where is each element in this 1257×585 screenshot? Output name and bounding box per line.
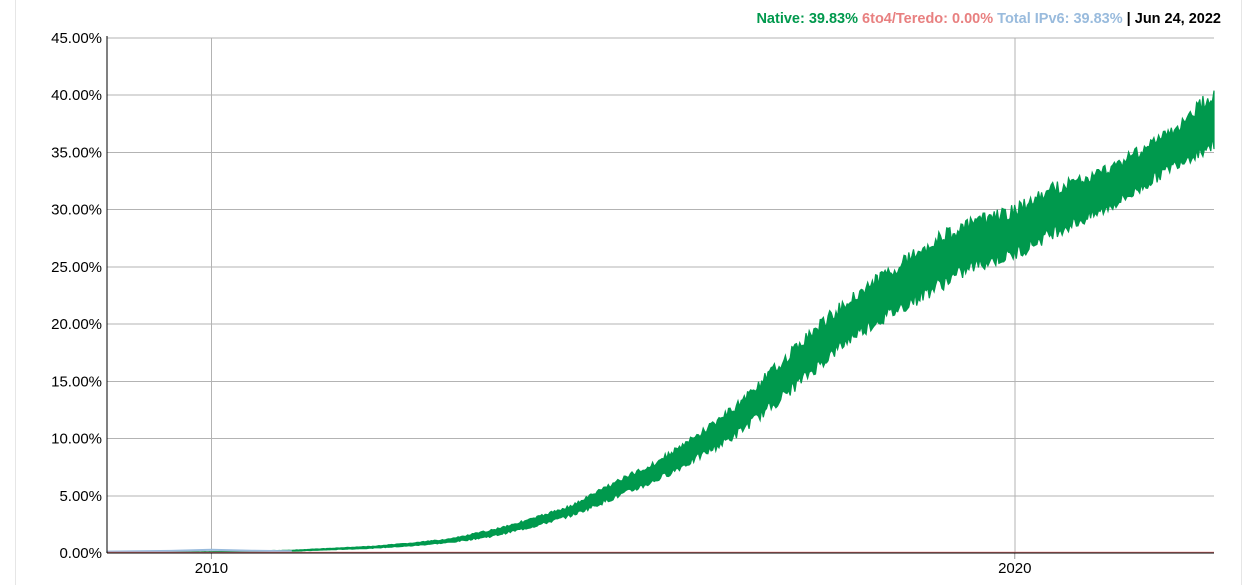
y-tick-label: 40.00% xyxy=(51,87,102,104)
y-tick-label: 25.00% xyxy=(51,259,102,276)
y-tick-label: 20.00% xyxy=(51,316,102,333)
x-tick-label: 2020 xyxy=(998,560,1031,577)
chart-frame xyxy=(15,0,1242,585)
series-layer xyxy=(106,90,1215,554)
y-tick-label: 5.00% xyxy=(59,488,102,505)
legend-total-ipv6: Total IPv6: 39.83% xyxy=(997,11,1123,27)
axis-layer: 0.00% 5.00% 10.00% 15.00% 20.00% 25.00% 30.00%… xyxy=(51,30,1214,577)
y-tick-label: 35.00% xyxy=(51,144,102,161)
series-total-ipv6 xyxy=(106,548,292,553)
legend-teredo: 6to4/Teredo: 0.00% xyxy=(862,11,994,27)
chart-legend: Native: 39.83% 6to4/Teredo: 0.00% Total … xyxy=(756,11,1221,27)
y-tick-label: 0.00% xyxy=(59,545,102,562)
legend-native: Native: 39.83% xyxy=(756,11,859,27)
y-tick-label: 30.00% xyxy=(51,202,102,219)
y-tick-label: 15.00% xyxy=(51,373,102,390)
series-native xyxy=(106,90,1215,554)
legend-date: Jun 24, 2022 xyxy=(1134,11,1221,27)
y-tick-label: 10.00% xyxy=(51,431,102,448)
x-tick-label: 2010 xyxy=(195,560,228,577)
y-tick-label: 45.00% xyxy=(51,30,102,47)
legend-separator: | xyxy=(1126,11,1131,27)
